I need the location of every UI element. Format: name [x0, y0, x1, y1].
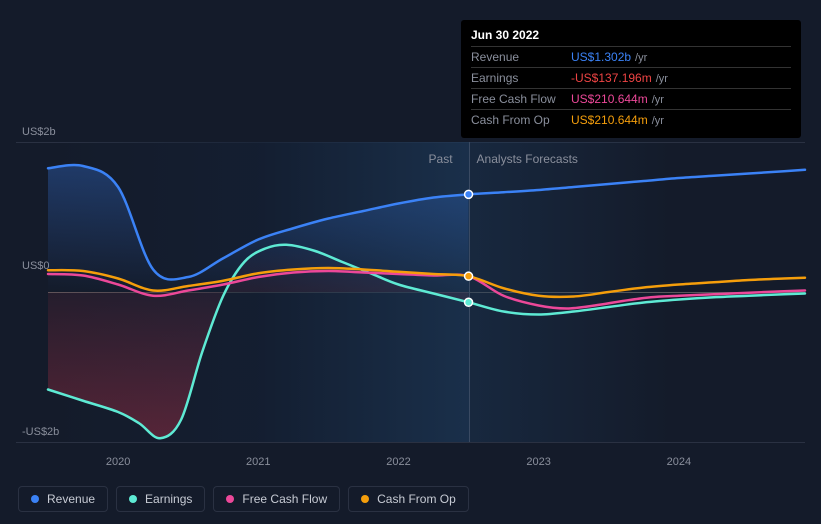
tooltip-row: Free Cash FlowUS$210.644m/yr: [471, 88, 791, 109]
legend-dot-icon: [31, 495, 39, 503]
x-tick: 2024: [667, 456, 691, 468]
tooltip-row-unit: /yr: [652, 94, 664, 106]
tooltip-row-unit: /yr: [652, 115, 664, 127]
tooltip-row-label: Revenue: [471, 50, 571, 64]
gridline-bottom: [16, 442, 805, 443]
y-tick-top: US$2b: [22, 126, 56, 138]
legend: Revenue Earnings Free Cash Flow Cash From O…: [18, 486, 469, 512]
tooltip-row-value: -US$137.196m: [571, 71, 652, 85]
legend-label: Revenue: [47, 492, 95, 506]
tooltip-row: Earnings-US$137.196m/yr: [471, 67, 791, 88]
tooltip-row-label: Earnings: [471, 71, 571, 85]
plot-area[interactable]: [48, 142, 805, 442]
y-tick-zero: US$0: [22, 260, 50, 272]
tooltip-row-value: US$210.644m: [571, 92, 648, 106]
tooltip-row-label: Cash From Op: [471, 113, 571, 127]
tooltip-row: RevenueUS$1.302b/yr: [471, 46, 791, 67]
tooltip-row-label: Free Cash Flow: [471, 92, 571, 106]
marker-revenue: [465, 190, 473, 198]
marker-earnings: [465, 298, 473, 306]
chart-tooltip: Jun 30 2022 RevenueUS$1.302b/yrEarnings-…: [461, 20, 801, 138]
plot-svg: [48, 142, 805, 442]
legend-label: Earnings: [145, 492, 192, 506]
legend-label: Cash From Op: [377, 492, 456, 506]
legend-item-revenue[interactable]: Revenue: [18, 486, 108, 512]
tooltip-row-value: US$1.302b: [571, 50, 631, 64]
tooltip-row: Cash From OpUS$210.644m/yr: [471, 109, 791, 130]
legend-item-earnings[interactable]: Earnings: [116, 486, 205, 512]
tooltip-row-unit: /yr: [656, 73, 668, 85]
tooltip-row-value: US$210.644m: [571, 113, 648, 127]
legend-dot-icon: [226, 495, 234, 503]
legend-item-cfo[interactable]: Cash From Op: [348, 486, 469, 512]
legend-dot-icon: [129, 495, 137, 503]
x-tick: 2022: [386, 456, 410, 468]
x-tick: 2021: [246, 456, 270, 468]
legend-item-fcf[interactable]: Free Cash Flow: [213, 486, 340, 512]
tooltip-date: Jun 30 2022: [471, 28, 791, 42]
tooltip-row-unit: /yr: [635, 52, 647, 64]
financials-chart: US$2b US$0 -US$2b Past Analysts Forecast…: [0, 0, 821, 524]
legend-dot-icon: [361, 495, 369, 503]
marker-cfo: [465, 272, 473, 280]
x-tick: 2020: [106, 456, 130, 468]
x-tick: 2023: [526, 456, 550, 468]
legend-label: Free Cash Flow: [242, 492, 327, 506]
